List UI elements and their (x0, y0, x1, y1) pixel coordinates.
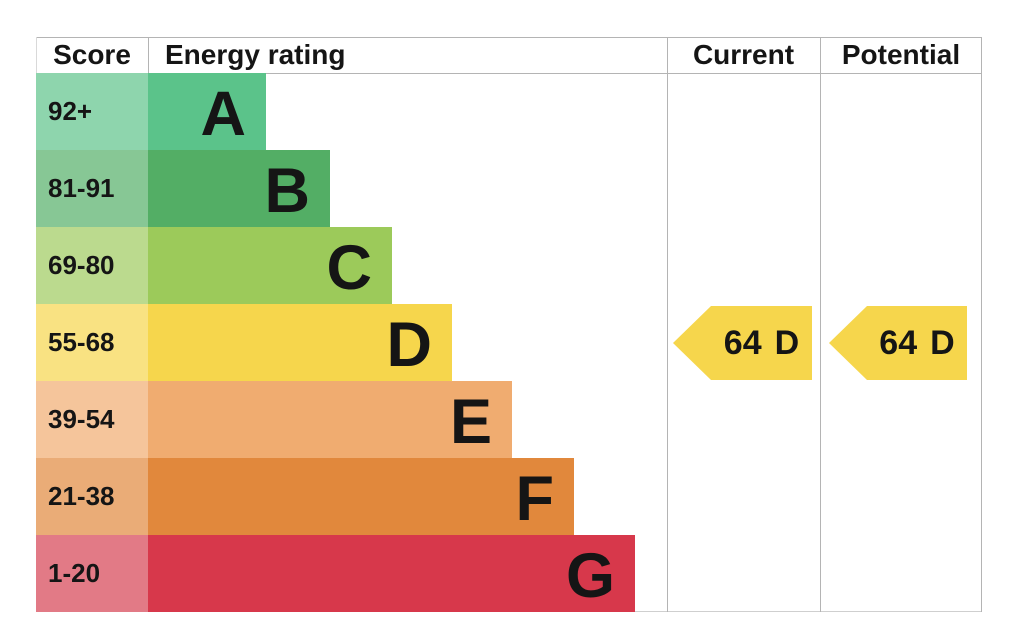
potential-rating-score: 64 (879, 324, 918, 362)
band-letter-e: E (449, 387, 492, 457)
band-row-c: 69-80 C (36, 227, 392, 304)
current-rating-score: 64 (723, 324, 762, 362)
current-column-divider (667, 37, 668, 612)
band-range-g: 1-20 (36, 535, 148, 612)
band-letter-b: B (264, 156, 311, 226)
potential-column-divider (820, 37, 821, 612)
band-row-a: 92+ A (36, 73, 266, 150)
band-letter-a: A (200, 79, 247, 149)
band-letter-f: F (515, 464, 554, 534)
band-bar-g: G (148, 535, 635, 612)
band-range-f: 21-38 (36, 458, 148, 535)
band-row-b: 81-91 B (36, 150, 330, 227)
band-bar-e: E (148, 381, 512, 458)
band-row-d: 55-68 D (36, 304, 452, 381)
score-column-divider (148, 37, 149, 73)
potential-rating-arrow: 64 D (829, 306, 967, 380)
current-rating-band: D (774, 324, 800, 362)
potential-rating-band: D (930, 324, 955, 362)
band-bar-a: A (148, 73, 266, 150)
band-bar-f: F (148, 458, 574, 535)
epc-rating-chart: Score Energy rating Current Potential 92… (36, 37, 982, 612)
band-row-f: 21-38 F (36, 458, 574, 535)
current-rating-arrow: 64 D (673, 306, 812, 380)
band-row-e: 39-54 E (36, 381, 512, 458)
band-bar-d: D (148, 304, 452, 381)
header-bottom-border (36, 73, 982, 74)
band-letter-g: G (565, 541, 615, 611)
score-header: Score (53, 39, 131, 70)
band-range-c: 69-80 (36, 227, 148, 304)
energy-rating-header: Energy rating (165, 39, 346, 70)
band-letter-d: D (386, 310, 433, 380)
band-bar-c: C (148, 227, 392, 304)
potential-header: Potential (841, 39, 961, 70)
band-bar-b: B (148, 150, 330, 227)
band-range-a: 92+ (36, 73, 148, 150)
current-header: Current (692, 39, 795, 70)
band-row-g: 1-20 G (36, 535, 635, 612)
band-range-d: 55-68 (36, 304, 148, 381)
table-top-border (36, 37, 982, 38)
table-right-border (981, 37, 982, 612)
band-range-e: 39-54 (36, 381, 148, 458)
band-letter-c: C (326, 233, 373, 303)
band-range-b: 81-91 (36, 150, 148, 227)
